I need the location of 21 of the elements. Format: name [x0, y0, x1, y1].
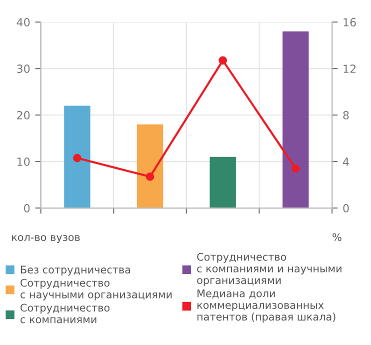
point — [291, 164, 300, 173]
y-tick-label: 40 — [16, 18, 30, 26]
y2-tick-label: 12 — [344, 64, 356, 73]
legend-label: Сотрудничество с компаниями и научными организациями — [197, 252, 342, 286]
legend-label: Медиана доли коммерциализованных патентов (правая шкала) — [197, 290, 336, 323]
legend-label: Сотрудничество с научными организациями — [20, 278, 172, 300]
point — [146, 172, 154, 181]
y-axis-title: кол-во вузов — [12, 235, 80, 244]
y2-tick-label: 0 — [343, 204, 349, 212]
legend-label: Без сотрудничества — [20, 266, 130, 276]
y-tick-label: 20 — [17, 111, 30, 120]
y-tick-label: 0 — [24, 204, 30, 212]
y2-tick-label: 8 — [343, 111, 349, 120]
y2-tick-label: 4 — [343, 158, 349, 166]
y2-tick-label: 16 — [344, 18, 356, 26]
legend-label: Сотрудничество с компаниями — [20, 304, 110, 324]
y-tick-label: 30 — [17, 64, 30, 73]
point — [218, 56, 227, 65]
point — [73, 154, 82, 162]
y2-axis-title: % — [332, 233, 342, 242]
y-tick-label: 10 — [17, 158, 30, 166]
